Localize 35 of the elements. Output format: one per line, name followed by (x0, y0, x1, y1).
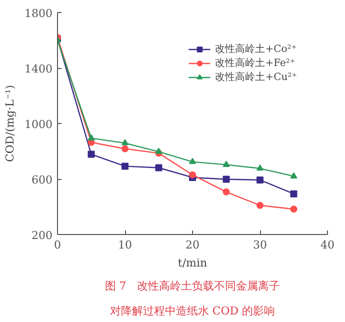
point (189, 158, 196, 164)
point (256, 176, 264, 184)
x-tick-label: 20 (186, 238, 200, 252)
y-tick-label: 1800 (24, 7, 53, 20)
point (122, 139, 128, 146)
x-tick-label: 40 (320, 238, 334, 252)
point (88, 134, 95, 140)
point (222, 188, 230, 196)
text: 对降解过程中造纸水 COD 的影响 (110, 304, 276, 318)
y-tick-label: 1400 (24, 62, 53, 76)
point (222, 160, 230, 167)
x-tick-label: 0 (54, 238, 61, 252)
point (189, 171, 196, 178)
y-tick-label: 200 (32, 229, 53, 242)
point (155, 148, 162, 154)
point (290, 206, 298, 213)
x-axis-title: t/min (178, 256, 208, 270)
legend-label: 改性高岭土+Cu²⁺ (215, 70, 297, 84)
caption: 图 7 改性高岭土负载不同金属离子 (104, 280, 280, 292)
point (256, 164, 264, 171)
point (290, 172, 298, 178)
x-tick-label: 30 (253, 238, 267, 252)
point (290, 190, 298, 198)
legend-label: 改性高岭土+Fe²⁺ (215, 56, 296, 70)
x-tick-label: 10 (118, 238, 132, 252)
point (155, 164, 162, 172)
y-axis-title: COD/(mg·L⁻¹) (4, 84, 17, 162)
point (222, 176, 230, 183)
point (122, 145, 128, 152)
y-tick-label: 1000 (24, 118, 53, 131)
legend-label: 改性高岭土+Co²⁺ (215, 42, 297, 56)
point (88, 150, 95, 158)
point (256, 202, 264, 209)
y-tick-label: 600 (32, 174, 53, 186)
point (122, 162, 128, 170)
